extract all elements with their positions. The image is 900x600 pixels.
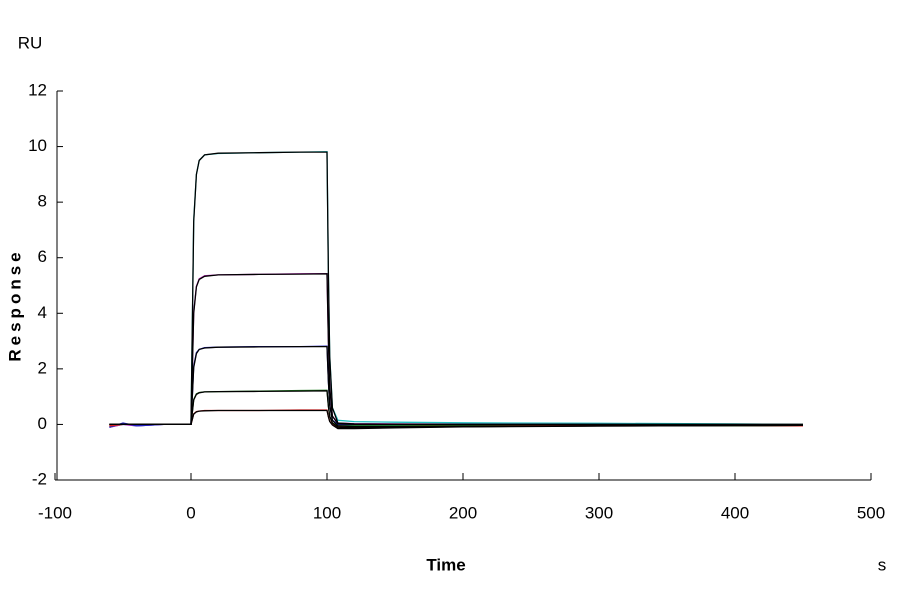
- y-tick-label: 2: [38, 358, 47, 377]
- data-line: [109, 150, 804, 428]
- x-tick-label: 100: [313, 503, 341, 522]
- x-tick-label: 200: [449, 503, 477, 522]
- data-line: [109, 151, 803, 426]
- y-tick-label: -2: [32, 469, 47, 488]
- y-axis-label: Response: [5, 248, 24, 361]
- y-tick-label: 4: [38, 303, 47, 322]
- y-tick-label: 0: [38, 414, 47, 433]
- x-unit: s: [878, 555, 887, 574]
- y-tick-label: 10: [28, 136, 47, 155]
- x-tick-label: 500: [857, 503, 885, 522]
- data-line: [109, 409, 804, 430]
- data-line: [109, 345, 804, 428]
- x-axis-label: Time: [426, 555, 465, 574]
- y-tick-label: 8: [38, 192, 47, 211]
- data-line: [109, 345, 803, 428]
- x-tick-label: 400: [721, 503, 749, 522]
- data-line: [109, 273, 803, 426]
- x-tick-label: 0: [186, 503, 195, 522]
- y-unit: RU: [18, 33, 43, 52]
- y-tick-label: 6: [38, 247, 47, 266]
- y-tick-label: 12: [28, 80, 47, 99]
- data-line: [109, 272, 804, 428]
- x-tick-label: 300: [585, 503, 613, 522]
- data-line: [109, 389, 803, 427]
- x-tick-label: -100: [38, 503, 72, 522]
